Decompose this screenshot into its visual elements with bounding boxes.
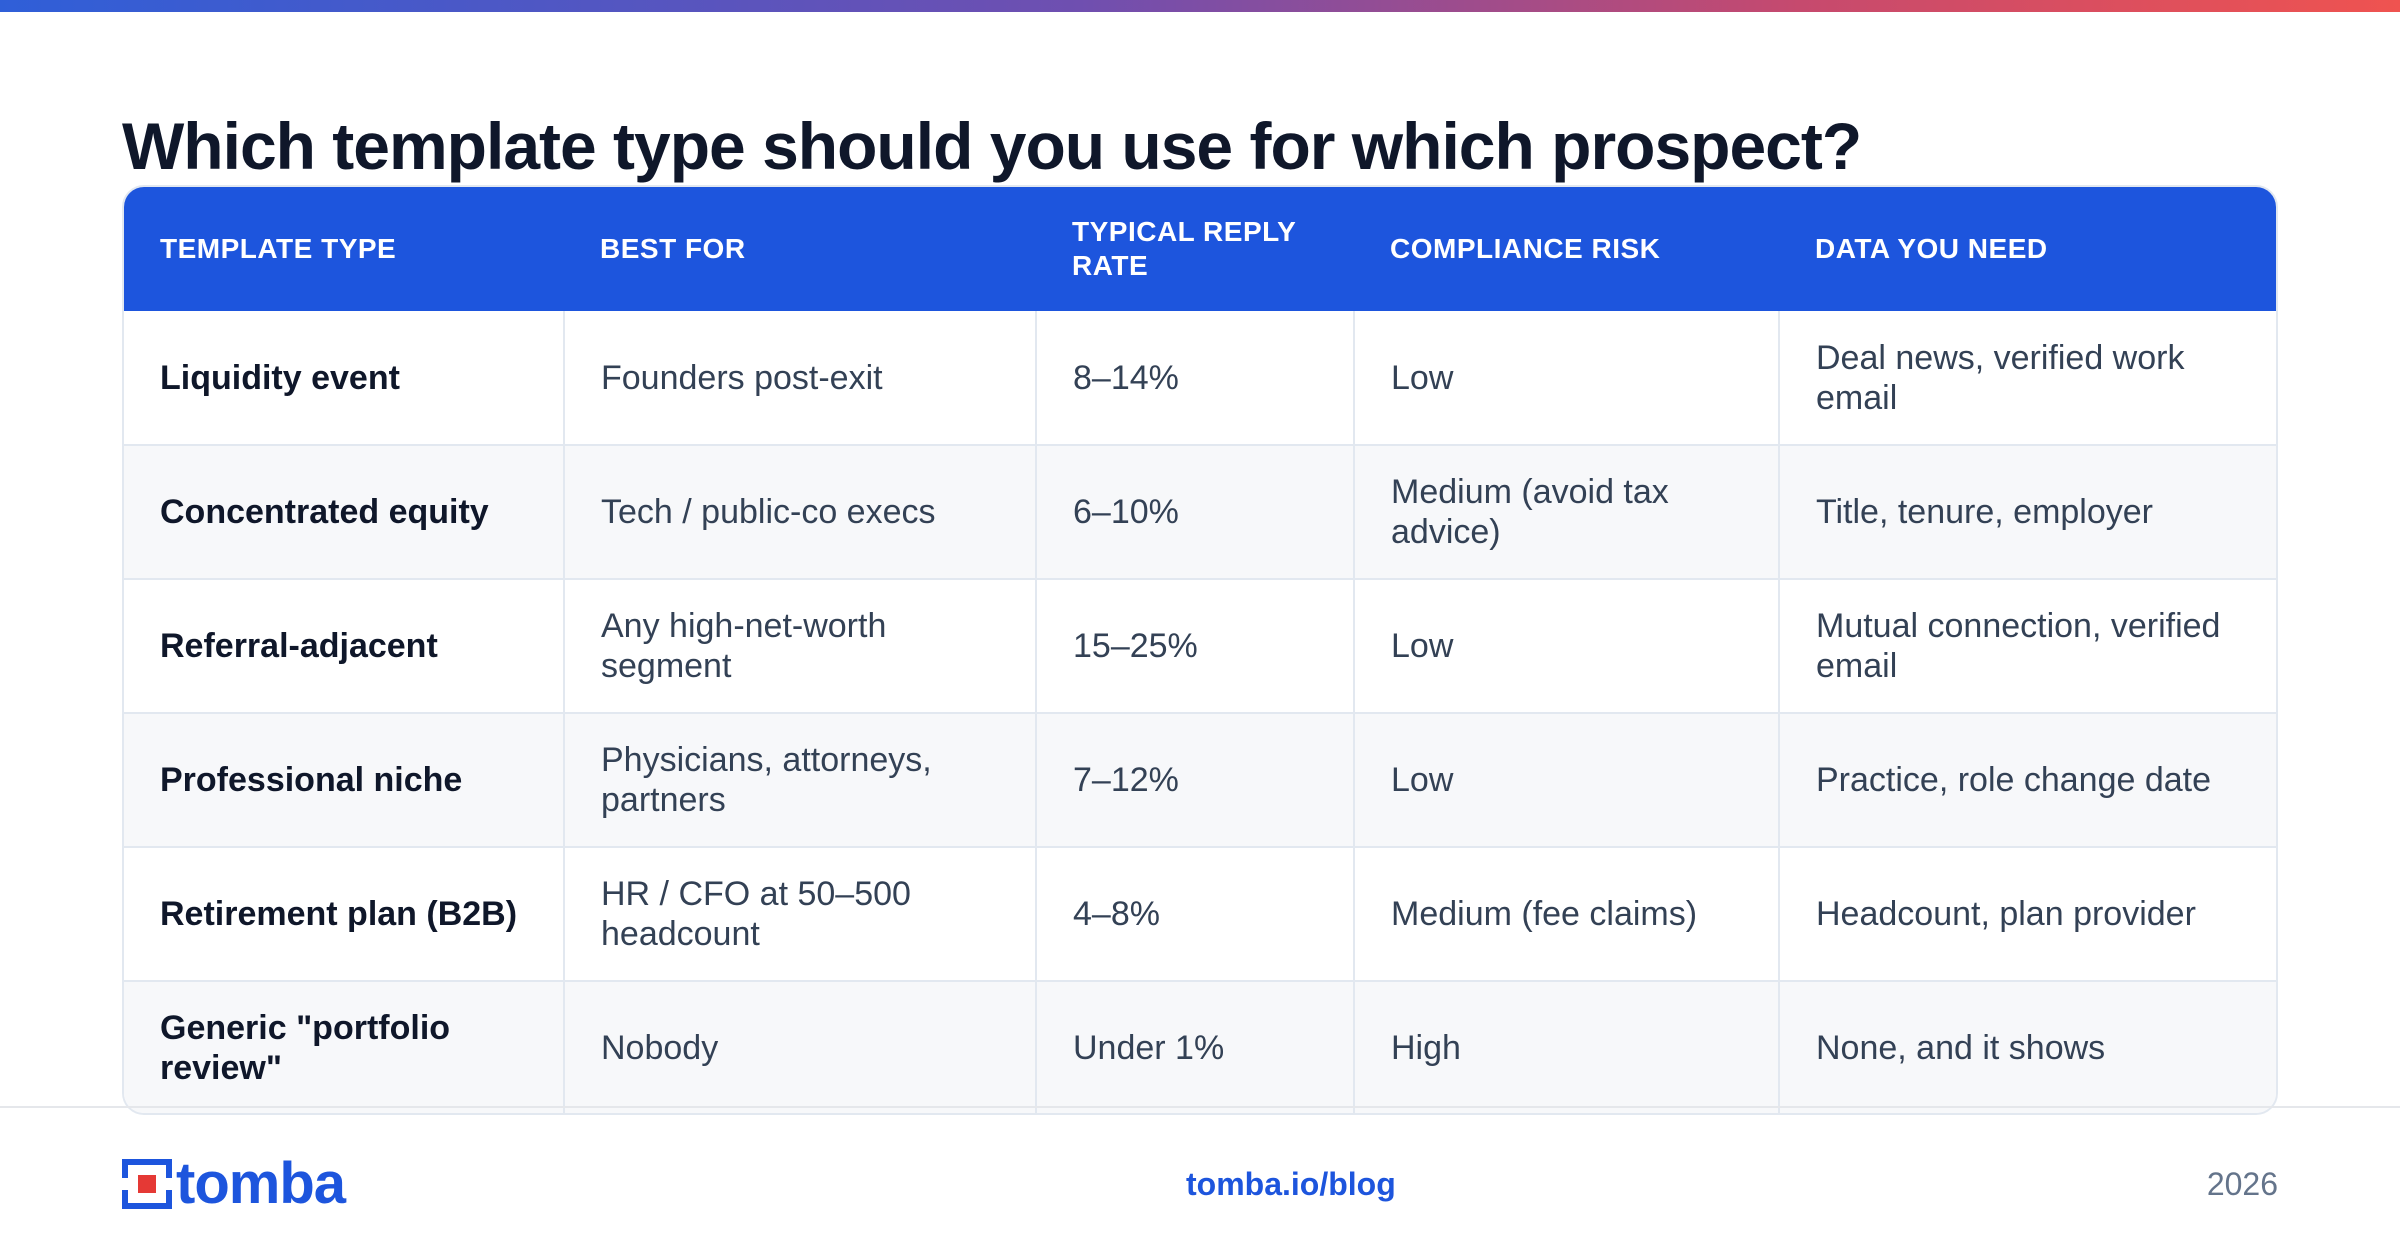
logo-wordmark: tomba	[176, 1151, 346, 1216]
data-needed-cell: None, and it shows	[1779, 981, 2276, 1113]
data-needed-cell: Headcount, plan provider	[1779, 847, 2276, 982]
template-type-cell: Generic "portfolio review"	[124, 981, 565, 1113]
header-best-for: BEST FOR	[600, 233, 746, 264]
footer-divider	[0, 1106, 2400, 1108]
comparison-table-card: TEMPLATE TYPE BEST FOR TYPICAL REPLY RAT…	[122, 185, 2278, 1115]
table-row: Concentrated equity Tech / public-co exe…	[124, 445, 2276, 580]
header-typical-reply-rate: TYPICAL REPLY RATE	[1072, 216, 1296, 281]
reply-rate-cell: 15–25%	[1036, 579, 1355, 714]
compliance-risk-cell: Low	[1354, 579, 1780, 714]
header-compliance-risk: COMPLIANCE RISK	[1390, 233, 1661, 264]
data-needed-cell: Deal news, verified work email	[1779, 311, 2276, 446]
table-header-row: TEMPLATE TYPE BEST FOR TYPICAL REPLY RAT…	[124, 187, 2276, 311]
table-row: Liquidity event Founders post-exit 8–14%…	[124, 311, 2276, 446]
reply-rate-cell: 8–14%	[1036, 311, 1355, 446]
table-row: Referral-adjacent Any high-net-worth seg…	[124, 579, 2276, 714]
template-type-cell: Liquidity event	[124, 311, 565, 446]
compliance-risk-cell: Low	[1354, 311, 1780, 446]
compliance-risk-cell: Medium (avoid tax advice)	[1354, 445, 1780, 580]
table-row: Professional niche Physicians, attorneys…	[124, 713, 2276, 848]
compliance-risk-cell: Low	[1354, 713, 1780, 848]
compliance-risk-cell: Medium (fee claims)	[1354, 847, 1780, 982]
data-needed-cell: Title, tenure, employer	[1779, 445, 2276, 580]
header-template-type: TEMPLATE TYPE	[160, 233, 397, 264]
table-row: Generic "portfolio review" Nobody Under …	[124, 981, 2276, 1113]
tomba-logo-icon	[122, 1159, 172, 1209]
best-for-cell: Physicians, attorneys, partners	[564, 713, 1037, 848]
reply-rate-cell: 7–12%	[1036, 713, 1355, 848]
footer-year: 2026	[2206, 1166, 2278, 1202]
page-title: Which template type should you use for w…	[122, 109, 1862, 183]
template-type-cell: Professional niche	[124, 713, 565, 848]
data-needed-cell: Practice, role change date	[1779, 713, 2276, 848]
template-type-cell: Concentrated equity	[124, 445, 565, 580]
blog-link[interactable]: tomba.io/blog	[1186, 1166, 1396, 1202]
template-type-cell: Referral-adjacent	[124, 579, 565, 714]
top-accent-bar	[0, 0, 2400, 12]
table-row: Retirement plan (B2B) HR / CFO at 50–500…	[124, 847, 2276, 982]
compliance-risk-cell: High	[1354, 981, 1780, 1113]
best-for-cell: Tech / public-co execs	[564, 445, 1037, 580]
tomba-logo[interactable]: tomba	[122, 1151, 346, 1216]
data-needed-cell: Mutual connection, verified email	[1779, 579, 2276, 714]
best-for-cell: HR / CFO at 50–500 headcount	[564, 847, 1037, 982]
best-for-cell: Nobody	[564, 981, 1037, 1113]
reply-rate-cell: 6–10%	[1036, 445, 1355, 580]
header-data-you-need: DATA YOU NEED	[1815, 233, 2048, 264]
best-for-cell: Any high-net-worth segment	[564, 579, 1037, 714]
reply-rate-cell: 4–8%	[1036, 847, 1355, 982]
best-for-cell: Founders post-exit	[564, 311, 1037, 446]
comparison-table: TEMPLATE TYPE BEST FOR TYPICAL REPLY RAT…	[124, 187, 2276, 1113]
template-type-cell: Retirement plan (B2B)	[124, 847, 565, 982]
reply-rate-cell: Under 1%	[1036, 981, 1355, 1113]
